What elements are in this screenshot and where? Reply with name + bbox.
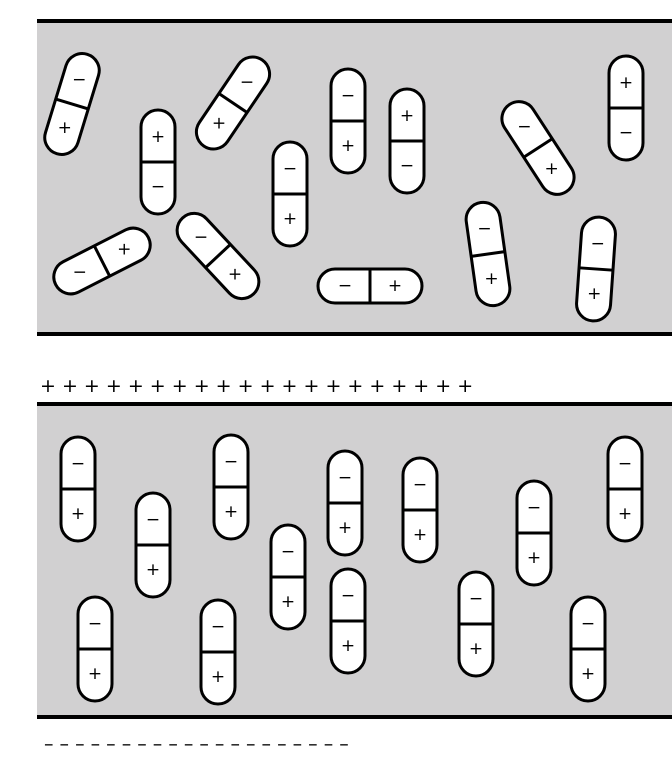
aligned-dipole-6: −+ xyxy=(515,479,553,587)
positive-end-sign: + xyxy=(71,504,85,524)
positive-end-sign: + xyxy=(117,240,131,260)
positive-end-sign: + xyxy=(469,639,483,659)
positive-end-sign: + xyxy=(388,276,402,296)
positive-plate-charges: + + + + + + + + + + + + + + + + + + + + xyxy=(40,375,473,397)
positive-end-sign: + xyxy=(281,592,295,612)
aligned-dipole-3: −+ xyxy=(212,433,250,541)
aligned-dipole-7: −+ xyxy=(606,435,644,543)
negative-end-sign: − xyxy=(283,159,297,179)
positive-end-sign: + xyxy=(618,504,632,524)
negative-end-sign: − xyxy=(341,586,355,606)
negative-end-sign: − xyxy=(88,614,102,634)
dipole-divider xyxy=(218,92,248,114)
unpolarized-dielectric: −+−+−+−+−+−+−+−+−+−+− +−+−+ xyxy=(37,19,672,336)
positive-end-sign: + xyxy=(212,114,226,134)
positive-end-sign: + xyxy=(581,664,595,684)
aligned-dipole-1: −+ xyxy=(59,435,97,543)
positive-end-sign: + xyxy=(484,269,498,289)
negative-end-sign: − xyxy=(469,589,483,609)
negative-end-sign: − xyxy=(73,262,87,282)
randomly-oriented-dipoles: −+−+−+−+−+−+−+−+−+−+− +−+−+ xyxy=(43,52,645,323)
free-dipole-3: −+ xyxy=(194,55,272,151)
free-dipole-7: −+ xyxy=(607,54,645,162)
negative-end-sign: − xyxy=(618,454,632,474)
negative-end-sign: − xyxy=(281,542,295,562)
positive-end-sign: + xyxy=(587,284,601,304)
negative-end-sign: − xyxy=(591,234,605,254)
aligned-dipole-9: −+ xyxy=(329,567,367,675)
positive-end-sign: + xyxy=(283,209,297,229)
dipole-divider xyxy=(578,266,614,272)
dipole-divider xyxy=(522,137,554,159)
dipole-divider xyxy=(204,243,232,269)
free-dipole-12: −+ xyxy=(464,200,512,308)
positive-end-sign: + xyxy=(400,106,414,126)
aligned-dipole-8: −+ xyxy=(269,523,307,631)
negative-end-sign: − xyxy=(581,614,595,634)
free-dipole-6: −+ xyxy=(500,100,576,196)
aligned-dipole-2: −+ xyxy=(134,491,172,599)
negative-end-sign: − xyxy=(151,177,165,197)
free-dipole-1: −+ xyxy=(43,52,101,156)
free-dipole-8: −+ xyxy=(271,140,309,248)
negative-end-sign: − xyxy=(211,617,225,637)
positive-end-sign: + xyxy=(151,127,165,147)
aligned-dipole-4: −+ xyxy=(326,449,364,557)
negative-end-sign: − xyxy=(338,276,352,296)
negative-end-sign: − xyxy=(194,228,208,248)
positive-end-sign: + xyxy=(341,136,355,156)
free-dipole-2: −+ xyxy=(139,108,177,216)
aligned-dipole-12: −+ xyxy=(457,570,495,678)
positive-end-sign: + xyxy=(527,548,541,568)
positive-end-sign: + xyxy=(211,667,225,687)
negative-plate-charges: – – – – – – – – – – – – – – – – – – – – xyxy=(44,733,349,755)
negative-end-sign: − xyxy=(517,117,531,137)
aligned-dipole-5: −+ xyxy=(401,456,439,564)
negative-end-sign: − xyxy=(341,86,355,106)
free-dipole-5: −+ xyxy=(388,87,426,195)
free-dipole-10: −+ xyxy=(175,211,261,301)
negative-end-sign: − xyxy=(477,219,491,239)
polarized-dielectric: −+ −+−+−+−+−+−+−+ −+−+−+−+−+ xyxy=(37,402,672,719)
free-dipole-9: −+ xyxy=(52,226,152,296)
aligned-dipole-10: −+ xyxy=(76,595,114,703)
negative-end-sign: − xyxy=(72,70,86,90)
negative-end-sign: − xyxy=(527,498,541,518)
negative-end-sign: − xyxy=(71,454,85,474)
aligned-dipole-13: −+ xyxy=(569,595,607,703)
negative-end-sign: − xyxy=(224,452,238,472)
dipole-divider xyxy=(55,97,89,111)
positive-end-sign: + xyxy=(228,264,242,284)
negative-end-sign: − xyxy=(338,468,352,488)
negative-end-sign: − xyxy=(240,72,254,92)
positive-end-sign: + xyxy=(413,525,427,545)
positive-end-sign: + xyxy=(224,502,238,522)
dipole-divider xyxy=(470,250,506,258)
aligned-dipole-11: −+ xyxy=(199,598,237,706)
positive-end-sign: + xyxy=(146,560,160,580)
negative-end-sign: − xyxy=(619,123,633,143)
positive-end-sign: + xyxy=(619,73,633,93)
negative-end-sign: − xyxy=(146,510,160,530)
negative-end-sign: − xyxy=(413,475,427,495)
free-dipole-11: − + xyxy=(316,267,424,305)
positive-end-sign: + xyxy=(88,664,102,684)
free-dipole-4: −+ xyxy=(329,67,367,175)
negative-end-sign: − xyxy=(400,156,414,176)
aligned-dipoles: −+ −+−+−+−+−+−+−+ −+−+−+−+−+ xyxy=(59,433,644,706)
dipole-divider xyxy=(92,245,112,277)
free-dipole-13: −+ xyxy=(575,215,617,323)
positive-end-sign: + xyxy=(338,518,352,538)
positive-end-sign: + xyxy=(544,159,558,179)
positive-end-sign: + xyxy=(341,636,355,656)
positive-end-sign: + xyxy=(58,118,72,138)
